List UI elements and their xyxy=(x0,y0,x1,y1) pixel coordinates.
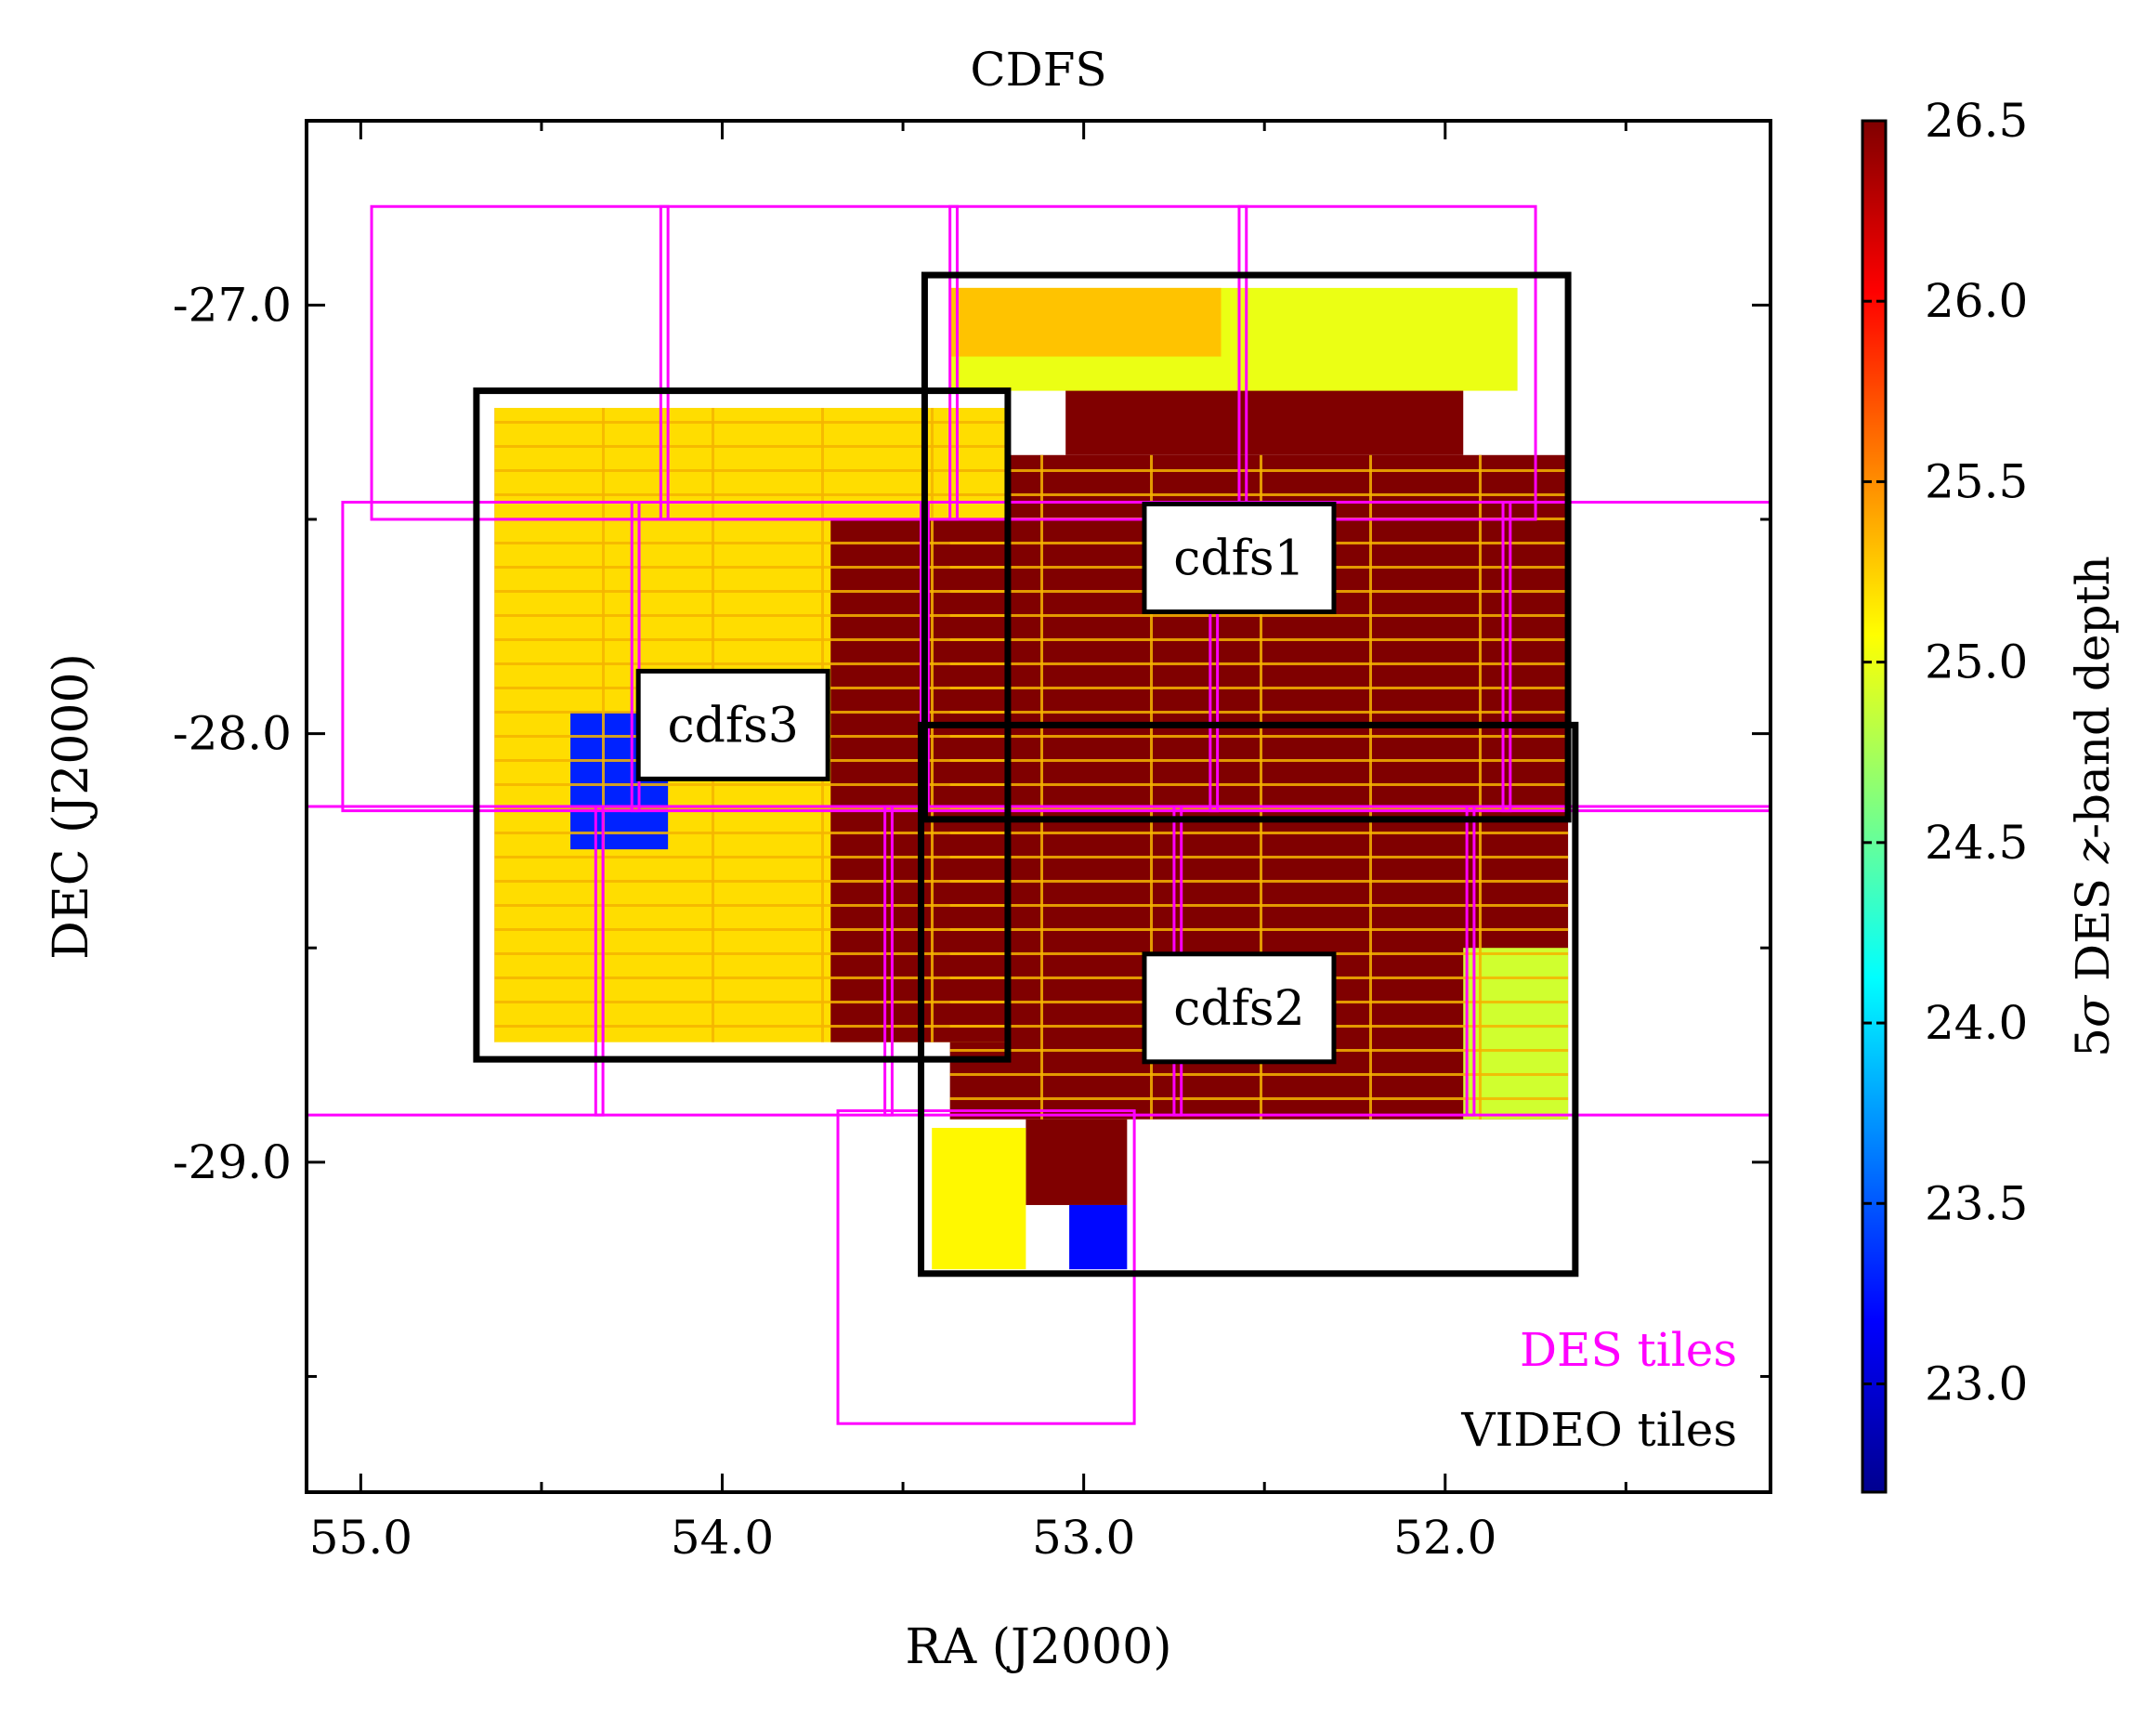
legend: DES tiles VIDEO tiles xyxy=(1460,1323,1737,1457)
annotation-cdfs1: cdfs1 xyxy=(1173,531,1304,586)
chart-title: CDFS xyxy=(970,43,1106,97)
des-tile-4 xyxy=(370,204,670,521)
colorbar-tick-label: 26.0 xyxy=(1925,274,2028,328)
des-tile-9 xyxy=(341,501,641,813)
video-tiles xyxy=(473,271,1579,1278)
depth-region-south-strip-shallow xyxy=(932,1127,1026,1270)
des-tile-3 xyxy=(659,204,959,521)
colorbar-tick-label: 25.5 xyxy=(1925,454,2028,508)
colorbar-tick-label: 23.5 xyxy=(1925,1176,2028,1230)
colorbar-ticks: 23.0 23.5 24.0 24.5 25.0 25.5 26.0 26.5 xyxy=(1862,94,2028,1410)
video-tile-cdfs3 xyxy=(473,387,1012,1063)
colorbar-tick-label: 24.0 xyxy=(1925,996,2028,1050)
des-tile-7 xyxy=(920,501,1220,813)
colorbar-tick-label: 24.5 xyxy=(1925,816,2028,870)
des-tile-1 xyxy=(1237,204,1537,521)
colorbar-tick-label: 26.5 xyxy=(1925,94,2028,148)
des-tile-5 xyxy=(1501,501,1771,813)
plot-frame xyxy=(305,119,1772,1494)
y-axis-label: DEC (J2000) xyxy=(44,653,99,960)
x-axis-label: RA (J2000) xyxy=(906,1619,1172,1675)
y-tick-label: -29.0 xyxy=(173,1135,292,1189)
colorbar-gradient xyxy=(1861,119,1888,1494)
label-bg-cdfs3 xyxy=(635,668,830,781)
des-tile-6 xyxy=(1209,501,1512,813)
label-bg-cdfs1 xyxy=(1142,501,1337,614)
annotation-cdfs3: cdfs3 xyxy=(667,698,798,754)
colorbar-label: 5σ DES z-band depth xyxy=(2066,556,2120,1057)
colorbar-tick-label: 23.0 xyxy=(1925,1357,2028,1410)
des-tile-8 xyxy=(630,501,930,813)
y-tick-label: -27.0 xyxy=(173,278,292,332)
legend-video-tiles: VIDEO tiles xyxy=(1460,1403,1737,1457)
x-tick-label: 52.0 xyxy=(1393,1511,1496,1565)
depth-region-south-strip-deep xyxy=(1026,1119,1128,1205)
video-tile-cdfs1 xyxy=(921,271,1572,823)
des-tile-10 xyxy=(1465,805,1771,1117)
label-box-cdfs2: cdfs2 xyxy=(1142,951,1337,1065)
annotation-cdfs2: cdfs2 xyxy=(1173,981,1304,1037)
video-tile-cdfs2 xyxy=(918,721,1579,1278)
label-box-cdfs1: cdfs1 xyxy=(1142,501,1337,614)
label-box-cdfs3: cdfs3 xyxy=(635,668,830,781)
des-tile-2 xyxy=(948,204,1248,521)
des-tile-13 xyxy=(594,805,894,1117)
y-axis: -27.0 -28.0 -29.0 xyxy=(173,278,1771,1378)
colorbar: 23.0 23.5 24.0 24.5 25.0 25.5 26.0 26.5 5σ DES … xyxy=(1861,94,2120,1494)
des-tiles xyxy=(307,204,1771,1425)
y-tick-label: -28.0 xyxy=(173,707,292,761)
x-axis: 52.0 53.0 54.0 55.0 xyxy=(309,121,1627,1565)
depth-region-cdfs1-top-right xyxy=(949,287,1222,357)
tile-labels: cdfs1 cdfs2 cdfs3 xyxy=(635,501,1337,1065)
x-tick-label: 54.0 xyxy=(671,1511,774,1565)
x-tick-label: 53.0 xyxy=(1032,1511,1135,1565)
label-bg-cdfs2 xyxy=(1142,951,1337,1065)
depth-region-south-strip-blue xyxy=(1069,1204,1128,1270)
x-tick-label: 55.0 xyxy=(309,1511,412,1565)
des-tile-14 xyxy=(307,805,605,1117)
colorbar-tick-label: 25.0 xyxy=(1925,636,2028,689)
legend-des-tiles: DES tiles xyxy=(1520,1323,1737,1377)
des-tile-15 xyxy=(836,1108,1136,1425)
